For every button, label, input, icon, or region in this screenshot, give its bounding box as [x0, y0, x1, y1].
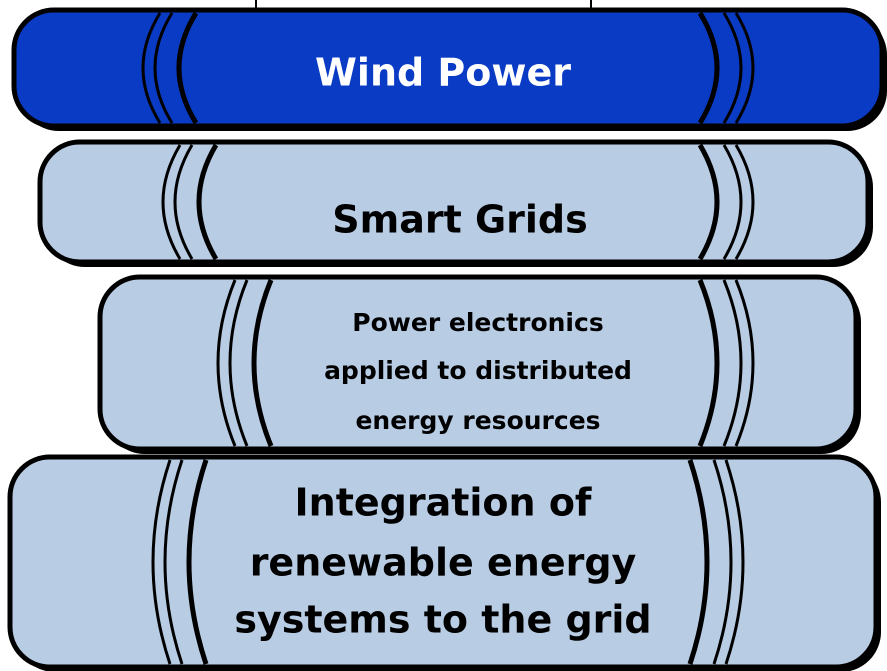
book: Power electronics applied to distributed e… [100, 277, 861, 454]
book: Wind Power [14, 10, 887, 131]
book-label: energy resources [355, 406, 600, 435]
book-label: systems to the grid [234, 598, 651, 642]
book-label: Wind Power [315, 51, 571, 95]
book-label: renewable energy [250, 541, 637, 585]
book-label: Smart Grids [332, 198, 588, 242]
book-label: Integration of [295, 481, 592, 525]
book-label: applied to distributed [324, 356, 632, 385]
book: Integration of renewable energy systems to… [10, 457, 881, 671]
book: Smart Grids [40, 142, 873, 267]
diagram: Wind Power Smart Grids Power electronics ap… [0, 0, 887, 671]
page: Wind Power Smart Grids Power electronics ap… [0, 0, 887, 671]
book-label: Power electronics [352, 308, 603, 337]
book-stack: Wind Power Smart Grids Power electronics ap… [10, 10, 887, 671]
